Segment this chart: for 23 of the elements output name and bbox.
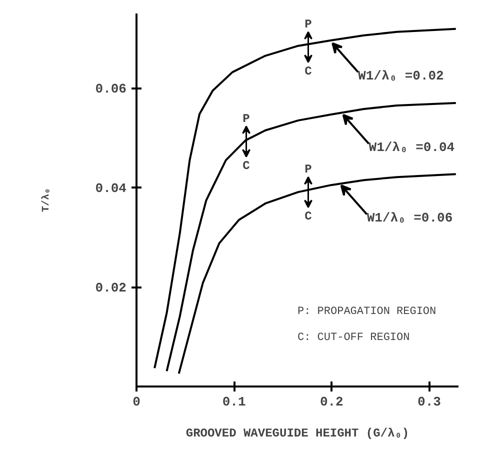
annotation: W1/λ₀ =0.02 — [358, 68, 444, 84]
annotation: C — [304, 64, 312, 78]
annotation: W1/λ₀ =0.06 — [366, 210, 453, 226]
y-axis-title: T/λ₀ — [40, 188, 52, 212]
y-tick-label: 0.02 — [95, 280, 127, 296]
annotation: C — [242, 158, 250, 173]
annotation: P — [242, 112, 250, 126]
x-tick-label: 0.2 — [320, 394, 344, 410]
annotation: P — [304, 162, 312, 177]
line-series — [178, 173, 457, 375]
x-tick-label: 0.3 — [418, 394, 442, 410]
x-tick-label: 0 — [132, 394, 141, 410]
line-series — [166, 102, 457, 372]
x-tick-label: 0.1 — [222, 394, 246, 410]
annotation: P: PROPAGATION REGION — [298, 306, 436, 318]
y-tick-label: 0.04 — [95, 181, 127, 196]
line-series — [154, 28, 457, 370]
annotation: C — [304, 210, 312, 224]
x-axis-title: GROOVED WAVEGUIDE HEIGHT (G/λ₀) — [186, 426, 410, 440]
annotation: C: CUT-OFF REGION — [298, 332, 410, 344]
annotation: P — [304, 17, 312, 32]
y-tick-label: 0.06 — [95, 82, 127, 97]
annotation: W1/λ₀ =0.04 — [368, 140, 455, 155]
